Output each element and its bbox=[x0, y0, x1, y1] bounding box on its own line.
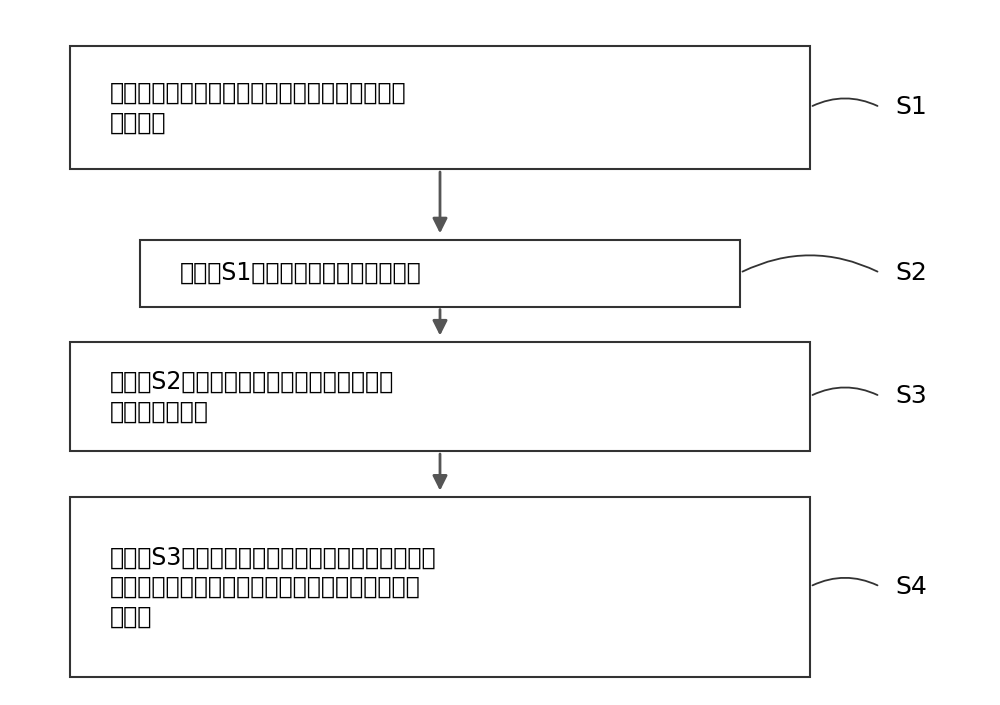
FancyBboxPatch shape bbox=[70, 46, 810, 169]
Text: S1: S1 bbox=[895, 95, 927, 119]
Text: 房颤波的周长并对所述周长取平均值得到房颤波平: 房颤波的周长并对所述周长取平均值得到房颤波平 bbox=[110, 575, 421, 599]
FancyBboxPatch shape bbox=[70, 497, 810, 677]
Text: 对所述S3中的所述筛选房颤波计算，获取所述筛选: 对所述S3中的所述筛选房颤波计算，获取所述筛选 bbox=[110, 545, 437, 570]
FancyBboxPatch shape bbox=[70, 342, 810, 451]
Text: S4: S4 bbox=[895, 575, 927, 599]
Text: 将所述S1中的所述房颤波的振幅放大: 将所述S1中的所述房颤波的振幅放大 bbox=[180, 261, 422, 286]
Text: S3: S3 bbox=[895, 384, 927, 408]
Text: 获取心电图并根据所述心电图识别房颤心律并记: 获取心电图并根据所述心电图识别房颤心律并记 bbox=[110, 80, 407, 105]
Text: S2: S2 bbox=[895, 261, 927, 285]
FancyBboxPatch shape bbox=[140, 240, 740, 307]
Text: 得到筛选房颤波: 得到筛选房颤波 bbox=[110, 399, 209, 424]
Text: 对所述S2中放大振幅后的所述房颤波筛选并: 对所述S2中放大振幅后的所述房颤波筛选并 bbox=[110, 369, 394, 394]
Text: 录房颤波: 录房颤波 bbox=[110, 110, 166, 135]
Text: 均周长: 均周长 bbox=[110, 604, 152, 629]
